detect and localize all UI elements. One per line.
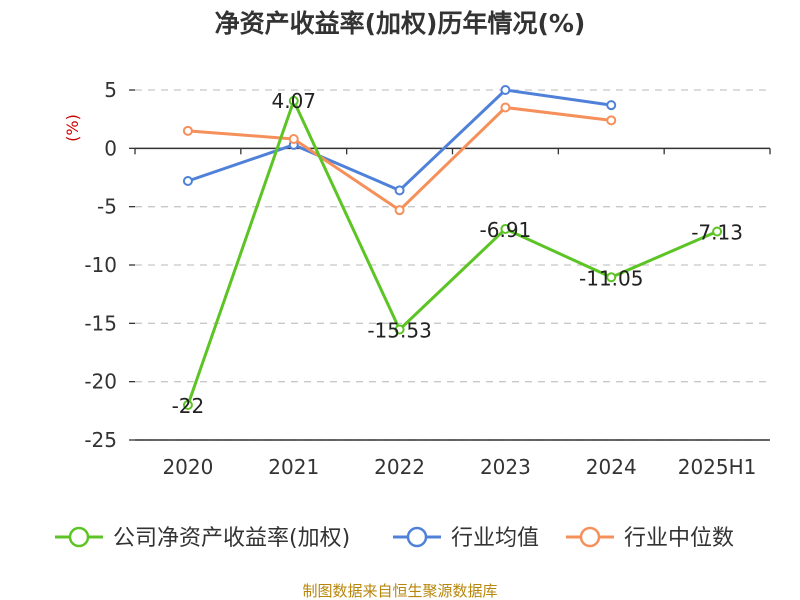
data-point: [394, 205, 405, 216]
x-tick-label: 2023: [480, 455, 531, 479]
data-label: -6.91: [480, 218, 532, 242]
data-point: [182, 400, 193, 410]
data-label: -7.13: [691, 221, 743, 245]
data-point: [500, 223, 511, 234]
x-tick-label: 2022: [374, 455, 425, 479]
source-note: 制图数据来自恒生聚源数据库: [302, 582, 497, 600]
x-tick-label: 2025H1: [678, 455, 757, 479]
chart-title: 净资产收益率(加权)历年情况(%): [215, 9, 586, 38]
data-labels: -22 4.07 -15.53 -6.91 -11.05 -7.13: [172, 89, 743, 418]
data-point: [182, 125, 193, 136]
data-point: [712, 226, 723, 237]
legend-label: 公司净资产收益率(加权): [113, 526, 350, 551]
data-point: [606, 100, 617, 111]
legend: 公司净资产收益率(加权) 行业均值 行业中位数: [55, 526, 734, 551]
legend-marker: [406, 526, 428, 548]
grid-lines: [135, 89, 770, 441]
x-tick-label: 2024: [586, 455, 637, 479]
axes: 5 0 -5 -10 -15 -20 -25 2020 2021 2022 2023 2024 2025…: [84, 78, 771, 479]
data-point: [606, 272, 617, 283]
data-point: [288, 134, 299, 144]
y-tick-label: 0: [104, 136, 117, 160]
y-tick-label: 5: [104, 78, 117, 102]
y-tick-label: -15: [84, 311, 117, 335]
legend-marker: [579, 526, 601, 548]
x-tick-label: 2020: [162, 455, 213, 479]
data-label: -15.53: [367, 319, 431, 343]
series-line-1: [187, 88, 612, 192]
data-point: [288, 95, 299, 106]
y-tick-label: -5: [97, 195, 117, 219]
y-tick-label: -20: [84, 370, 117, 394]
data-point: [500, 85, 511, 95]
legend-label: 行业均值: [451, 526, 539, 551]
series-group: [182, 85, 723, 410]
legend-marker: [68, 526, 90, 548]
y-tick-label: -10: [84, 253, 117, 277]
data-point: [500, 102, 511, 113]
x-tick-label: 2021: [268, 455, 319, 479]
data-point: [394, 185, 405, 196]
data-label: -22: [172, 394, 205, 418]
data-label: 4.07: [271, 89, 316, 113]
data-point: [394, 324, 405, 335]
y-tick-label: -25: [84, 428, 117, 452]
y-axis-unit: (%): [63, 114, 82, 142]
data-label: -11.05: [579, 266, 643, 290]
legend-label: 行业中位数: [624, 526, 734, 551]
series-line-0: [186, 99, 718, 406]
data-point: [606, 115, 617, 126]
data-point: [182, 176, 193, 186]
